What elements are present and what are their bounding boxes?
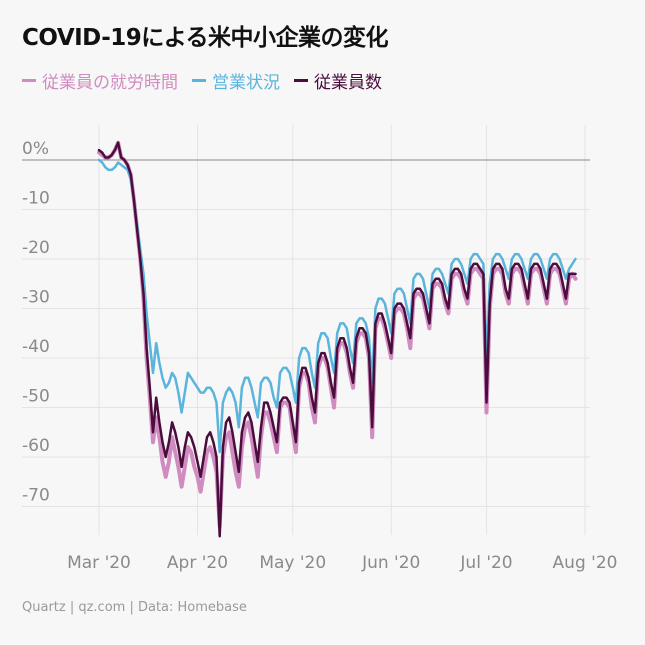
legend-swatch-employees — [294, 79, 308, 82]
legend-item-employees: 従業員数 — [294, 68, 382, 93]
y-tick-label: -70 — [22, 486, 50, 506]
legend-item-hours: 従業員の就労時間 — [22, 68, 178, 93]
legend-swatch-hours — [22, 79, 36, 82]
legend-label-hours: 従業員の就労時間 — [42, 73, 178, 93]
y-tick-label: -40 — [22, 337, 50, 357]
x-tick-label: Jul '20 — [459, 553, 512, 573]
y-tick-label: -60 — [22, 436, 50, 456]
x-tick-label: Mar '20 — [67, 553, 131, 573]
x-tick-label: May '20 — [259, 553, 326, 573]
legend-swatch-business — [192, 79, 206, 82]
legend: 従業員の就労時間 営業状況 従業員数 — [22, 68, 382, 93]
x-tick-label: Aug '20 — [553, 553, 618, 573]
legend-label-employees: 従業員数 — [314, 73, 382, 93]
series-line-1 — [97, 158, 577, 454]
y-tick-label: -20 — [22, 238, 50, 258]
x-tick-label: Jun '20 — [361, 553, 420, 573]
y-tick-label: -30 — [22, 288, 50, 308]
source-note: Quartz | qz.com | Data: Homebase — [22, 600, 247, 615]
y-tick-label: -10 — [22, 189, 50, 209]
y-tick-label: -50 — [22, 387, 50, 407]
line-chart: 0% -10 -20 -30 -40 -50 -60 -70 Mar '20 Apr '20 May… — [22, 125, 618, 573]
series-line-2 — [97, 141, 577, 538]
chart-title: COVID-19による米中小企業の変化 — [22, 25, 389, 51]
y-tick-label: 0% — [22, 139, 49, 159]
legend-label-business: 営業状況 — [212, 73, 280, 93]
x-tick-label: Apr '20 — [167, 553, 228, 573]
legend-item-business: 営業状況 — [192, 68, 280, 93]
